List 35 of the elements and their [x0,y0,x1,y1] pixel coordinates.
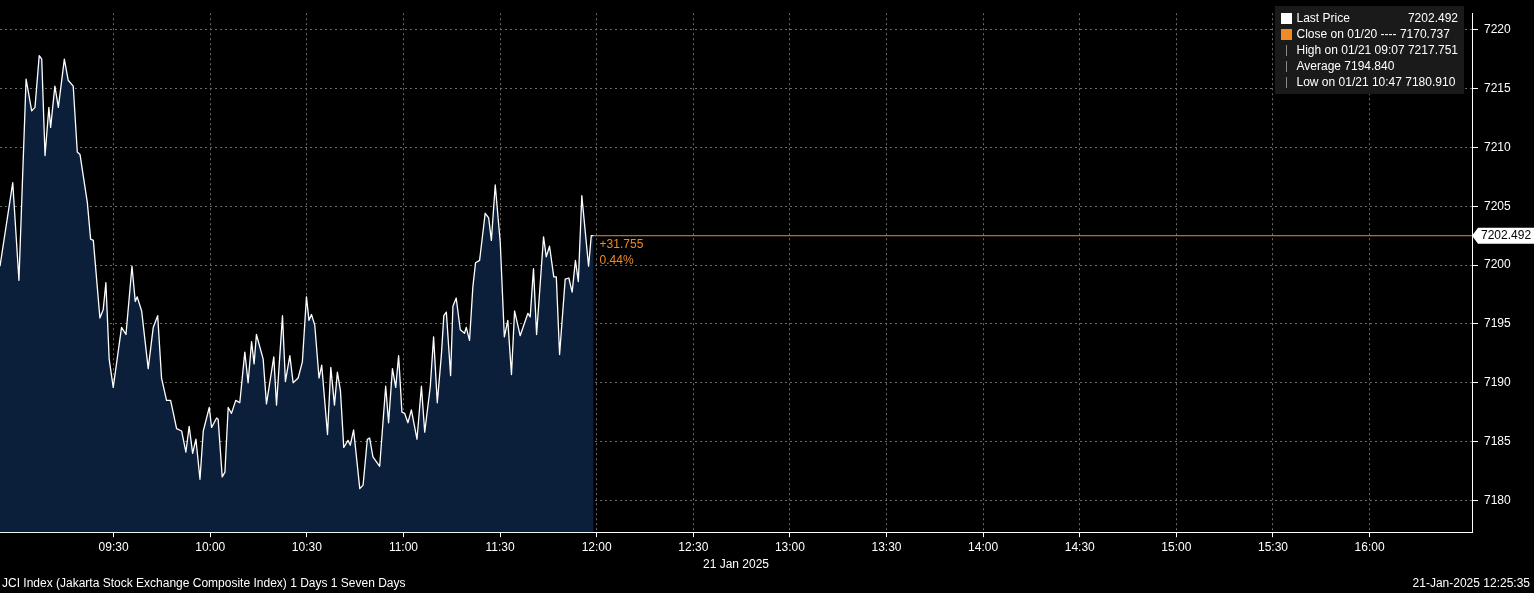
y-tick-label: 7200 [1484,257,1512,272]
x-tick-label: 14:00 [968,539,999,554]
y-tick-label: 7215 [1484,80,1512,95]
x-tick-label: 12:30 [678,539,709,554]
x-tick-label: 11:00 [388,539,419,554]
ref-line-label: 7202.492 [1481,228,1532,243]
x-tick-label: 15:30 [1257,539,1289,554]
y-tick-label: 7210 [1484,139,1512,154]
annotation: Close on 01/20 ---- 7170.737 [1296,26,1450,42]
text: JCI Index (Jakarta Stock Exchange Composite Index) 1 Days 1 Seven Days [2,576,406,590]
y-tick-label: 7190 [1484,375,1512,390]
y-tick-label: 7205 [1484,198,1512,213]
x-tick-label: 16:00 [1354,539,1385,554]
y-tick-label: 7180 [1484,492,1512,507]
x-tick-label: 11:30 [485,539,515,554]
annotation: 0.44% [599,253,634,268]
x-tick-label: 15:00 [1161,539,1192,554]
x-tick-label: 14:30 [1064,539,1096,554]
x-tick-label: 13:30 [871,539,902,554]
annotation: Average 7194.840 [1296,58,1395,74]
annotation: Low on 01/21 10:47 7180.910 [1296,74,1456,90]
legend-label: Last Price [1296,10,1350,26]
annotation: 7202.492 [1406,10,1458,26]
annotation: High on 01/21 09:07 7217.751 [1296,42,1458,58]
y-tick-label: 7220 [1484,21,1512,36]
x-tick-label: 09:30 [98,539,129,554]
x-tick-label: 12:00 [581,539,613,554]
x-tick-label: 10:00 [195,539,226,554]
x-tick-label: 10:30 [291,539,323,554]
y-tick-label: 7185 [1484,433,1512,448]
x-axis-title: 21 Jan 2025 [702,557,770,572]
y-tick-label: 7195 [1484,316,1512,331]
text: 21-Jan-2025 12:25:35 [1412,576,1530,590]
annotation: +31.755 [599,237,644,252]
x-tick-label: 13:00 [774,539,806,554]
